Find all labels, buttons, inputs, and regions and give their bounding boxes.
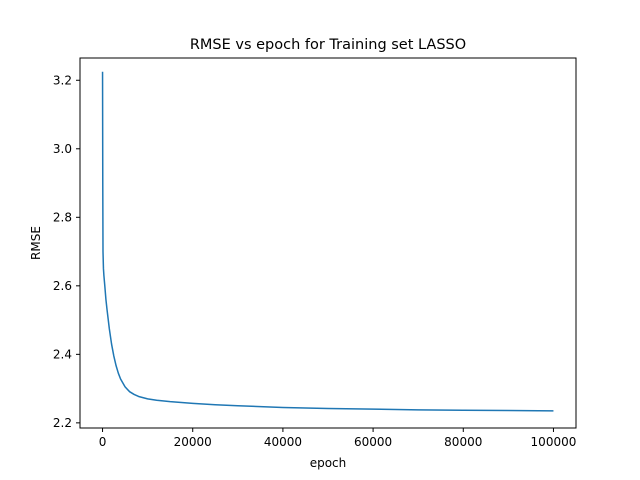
y-tick-label: 2.8 [53,210,72,224]
series-line-rmse [101,71,554,412]
x-tick-label: 80000 [444,435,482,449]
y-tick-label: 3.0 [53,142,72,156]
y-tick-label: 2.2 [53,416,72,430]
plot-area [101,71,554,412]
x-tick-label: 60000 [354,435,392,449]
x-tick-label: 20000 [174,435,212,449]
y-tick-label: 2.6 [53,279,72,293]
y-tick-label: 2.4 [53,347,72,361]
x-tick-label: 0 [99,435,107,449]
x-tick-label: 100000 [531,435,577,449]
axes-frame [79,57,577,429]
y-axis-label: RMSE [29,226,43,260]
x-tick-label: 40000 [264,435,302,449]
chart-title: RMSE vs epoch for Training set LASSO [190,37,466,53]
axis-ticks: 0 20000 40000 60000 80000 100000 2.2 2.4 2.6 2.8 3… [53,73,576,449]
x-axis-label: epoch [310,456,347,470]
y-tick-label: 3.2 [53,73,72,87]
